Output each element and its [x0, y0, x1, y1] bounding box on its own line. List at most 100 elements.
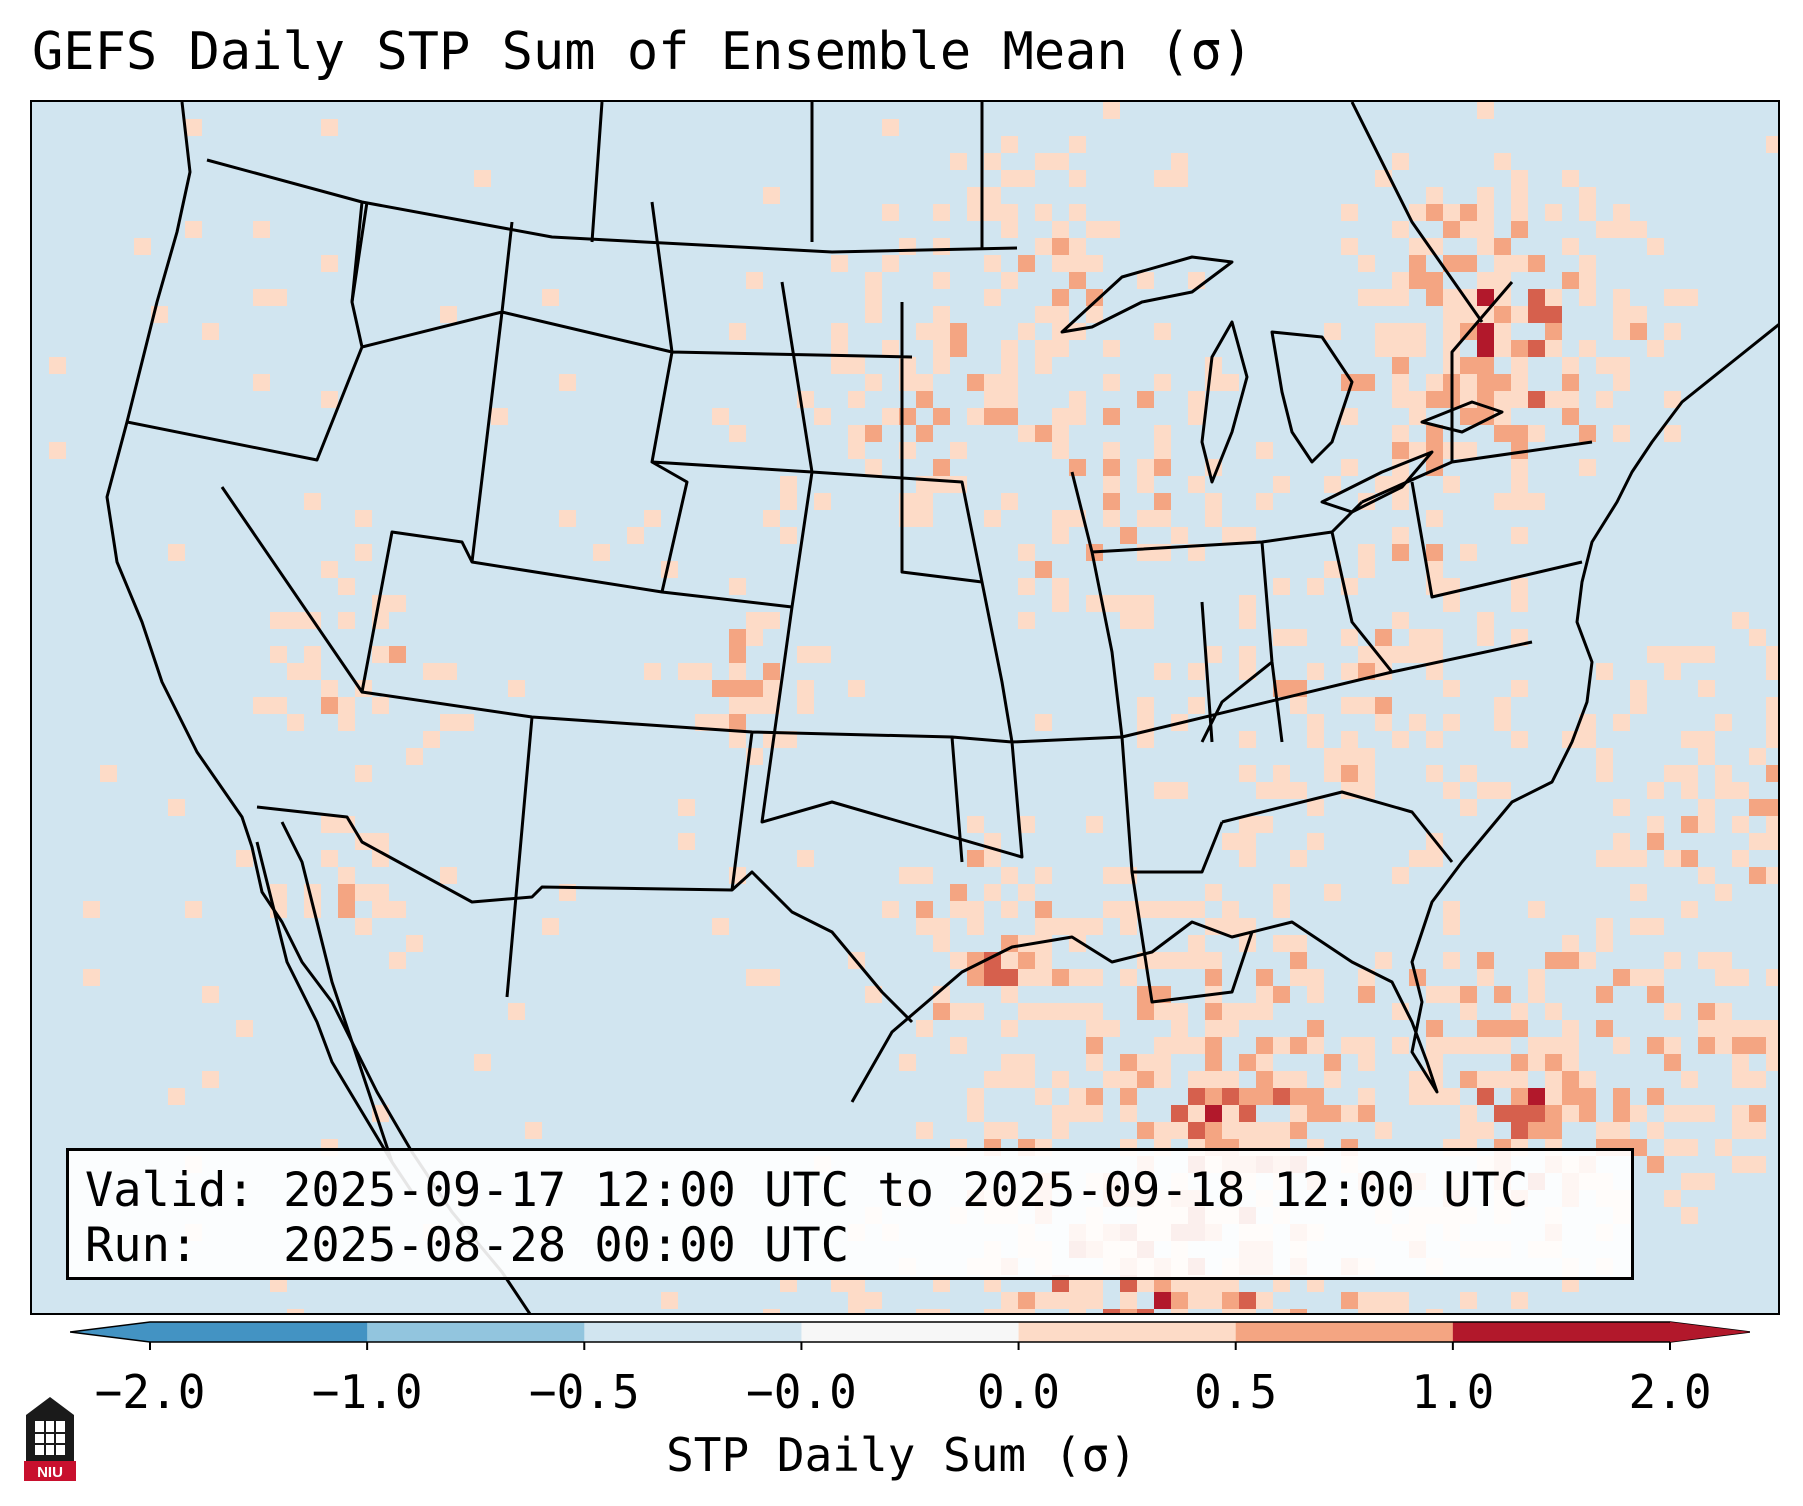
stp-cell — [1426, 731, 1443, 748]
stp-cell — [1766, 765, 1778, 782]
stp-cell — [1460, 357, 1477, 374]
stp-cell — [1528, 1105, 1545, 1122]
stp-cell — [1511, 578, 1528, 595]
stp-cell — [1154, 323, 1171, 340]
stp-cell — [1307, 578, 1324, 595]
stp-cell — [1562, 1105, 1579, 1122]
stp-cell — [916, 323, 933, 340]
stp-cell — [882, 901, 899, 918]
stp-cell — [814, 408, 831, 425]
stp-cell — [1052, 221, 1069, 238]
stp-cell — [1409, 629, 1426, 646]
stp-cell — [1528, 391, 1545, 408]
stp-cell — [49, 442, 66, 459]
stp-cell — [1001, 1054, 1018, 1071]
stp-cell — [1647, 986, 1664, 1003]
state-lines — [126, 201, 1593, 1004]
stp-cell — [1035, 714, 1052, 731]
colorbar-bin — [1452, 1322, 1671, 1342]
stp-cell — [1528, 1054, 1545, 1071]
stp-cell — [1494, 1071, 1511, 1088]
stp-cell — [253, 289, 270, 306]
stp-cell — [1001, 986, 1018, 1003]
stp-cell — [1596, 935, 1613, 952]
stp-cell — [1681, 1071, 1698, 1088]
stp-cell — [1001, 170, 1018, 187]
stp-cell — [1086, 595, 1103, 612]
stp-cell — [168, 1088, 185, 1105]
stp-cell — [1205, 884, 1222, 901]
stp-cell — [1613, 323, 1630, 340]
stp-cell — [49, 357, 66, 374]
stp-cell — [1069, 170, 1086, 187]
stp-cell — [967, 408, 984, 425]
stp-cell — [1137, 1309, 1154, 1313]
stp-cell — [1086, 1037, 1103, 1054]
stp-cell — [1239, 1105, 1256, 1122]
stp-cell — [1426, 1020, 1443, 1037]
stp-cell — [1630, 918, 1647, 935]
stp-cell — [1375, 323, 1392, 340]
stp-cell — [1511, 204, 1528, 221]
stp-cell — [1426, 391, 1443, 408]
stp-cell — [1596, 1020, 1613, 1037]
stp-cell — [1630, 850, 1647, 867]
colorbar-bin — [1018, 1322, 1237, 1342]
stp-cell — [1018, 1292, 1035, 1309]
stp-cell — [1205, 1054, 1222, 1071]
stp-cell — [287, 612, 304, 629]
stp-cell — [1545, 204, 1562, 221]
stp-cell — [1664, 850, 1681, 867]
stp-cell — [1001, 272, 1018, 289]
stp-cell — [1188, 663, 1205, 680]
stp-cell — [1613, 425, 1630, 442]
stp-cell — [695, 714, 712, 731]
stp-cell — [270, 646, 287, 663]
valid-line: Valid: 2025-09-17 12:00 UTC to 2025-09-1… — [85, 1163, 1529, 1218]
stp-cell — [1647, 833, 1664, 850]
stp-cell — [831, 255, 848, 272]
stp-cell — [1239, 833, 1256, 850]
stp-cell — [1477, 374, 1494, 391]
coastlines-and-borders — [105, 102, 1778, 1313]
stp-cell — [1290, 782, 1307, 799]
stp-cell — [1579, 459, 1596, 476]
stp-cell — [168, 544, 185, 561]
stp-cell — [1018, 612, 1035, 629]
stp-cell — [321, 816, 338, 833]
stp-cell — [967, 1003, 984, 1020]
stp-cell — [338, 867, 355, 884]
stp-cell — [1018, 1309, 1035, 1313]
stp-cell — [1528, 1037, 1545, 1054]
stp-cell — [1562, 408, 1579, 425]
stp-cell — [1239, 663, 1256, 680]
stp-cell — [950, 442, 967, 459]
stp-cell — [1103, 493, 1120, 510]
stp-cell — [729, 680, 746, 697]
stp-cell — [1188, 272, 1205, 289]
stp-cell — [1358, 748, 1375, 765]
stp-cell — [1545, 289, 1562, 306]
stp-cell — [1562, 238, 1579, 255]
stp-cell — [1273, 935, 1290, 952]
stp-cell — [848, 391, 865, 408]
stp-cell — [1154, 459, 1171, 476]
stp-cell — [1307, 714, 1324, 731]
stp-cell — [1239, 1122, 1256, 1139]
stp-cell — [1120, 1071, 1137, 1088]
stp-cell — [1647, 1088, 1664, 1105]
stp-cell — [763, 510, 780, 527]
stp-cell — [355, 765, 372, 782]
stp-cell — [1171, 1105, 1188, 1122]
stp-cell — [474, 1054, 491, 1071]
stp-cell — [1103, 867, 1120, 884]
stp-cell — [984, 850, 1001, 867]
stp-cell — [1205, 357, 1222, 374]
stp-cell — [1358, 697, 1375, 714]
stp-cell — [1511, 306, 1528, 323]
stp-cell — [1613, 306, 1630, 323]
stp-cell — [1307, 731, 1324, 748]
stp-cell — [1494, 1037, 1511, 1054]
lake-michigan — [1200, 320, 1249, 484]
stp-cell — [882, 408, 899, 425]
